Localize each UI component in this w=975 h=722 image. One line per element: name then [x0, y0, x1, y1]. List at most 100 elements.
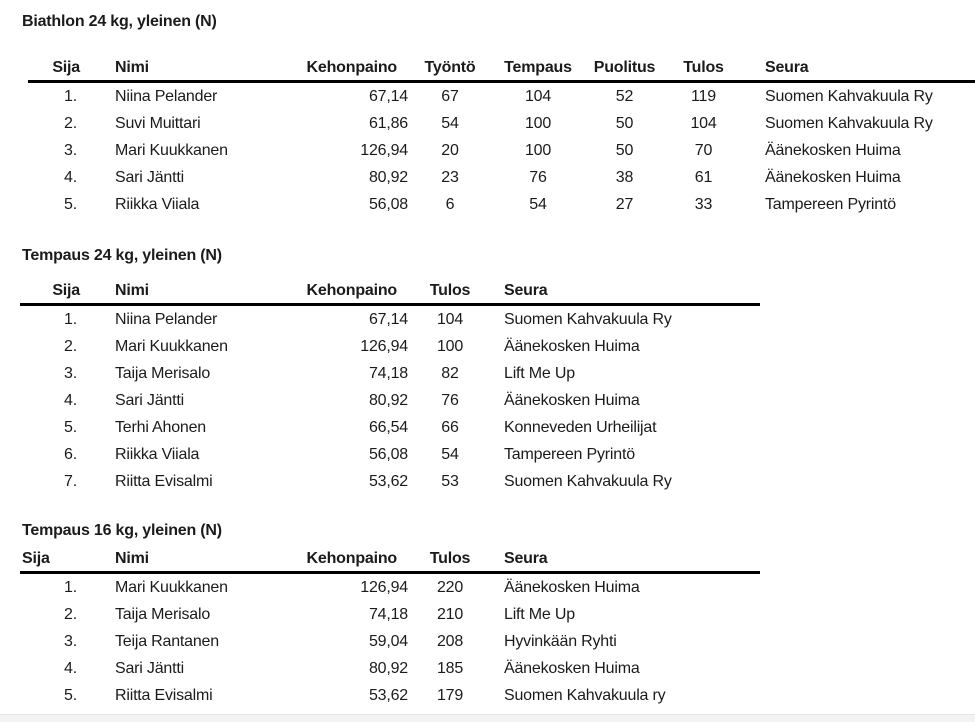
cell-tulos: 104	[436, 310, 464, 328]
cell-nimi: Sari Jäntti	[115, 168, 184, 186]
cell-seura: Äänekosken Huima	[765, 141, 901, 159]
cell-seura: Äänekosken Huima	[504, 578, 640, 596]
table-row: 3. Taija Merisalo 74,18 82 Lift Me Up	[20, 360, 760, 387]
table-row: 6. Riikka Viiala 56,08 54 Tampereen Pyrintö	[20, 441, 760, 468]
cell-kehonpaino: 126,94	[360, 578, 408, 596]
cell-seura: Suomen Kahvakuula ry	[504, 686, 666, 704]
cell-seura: Lift Me Up	[504, 605, 575, 623]
tempaus-16kg-section: Tempaus 16 kg, yleinen (N) Sija Nimi Keh…	[0, 521, 975, 709]
column-header-kehonpaino: Kehonpaino	[306, 282, 398, 299]
cell-tempaus: 100	[524, 141, 552, 159]
cell-kehonpaino: 59,04	[368, 632, 408, 650]
results-table-biathlon-24kg: Sija Nimi Kehonpaino Työntö Tempaus Puol…	[28, 56, 975, 218]
header-row: Sija Nimi Kehonpaino Työntö Tempaus Puol…	[28, 56, 975, 82]
cell-sija: 2.	[64, 337, 77, 355]
cell-kehonpaino: 67,14	[368, 310, 408, 328]
cell-kehonpaino: 74,18	[368, 605, 408, 623]
cell-tulos: 70	[694, 141, 713, 159]
table-row: 2. Mari Kuukkanen 126,94 100 Äänekosken Huim…	[20, 333, 760, 360]
cell-kehonpaino: 53,62	[368, 686, 408, 704]
cell-sija: 3.	[64, 364, 77, 382]
cell-seura: Äänekosken Huima	[504, 391, 640, 409]
cell-nimi: Riikka Viiala	[115, 445, 200, 463]
cell-kehonpaino: 74,18	[368, 364, 408, 382]
column-header-nimi: Nimi	[115, 282, 149, 299]
cell-seura: Äänekosken Huima	[765, 168, 901, 186]
cell-kehonpaino: 80,92	[368, 659, 408, 677]
cell-tulos: 104	[690, 114, 717, 132]
table-row: 1. Niina Pelander 67,14 67 104 52 119 Suomen Ka…	[28, 82, 975, 111]
cell-seura: Suomen Kahvakuula Ry	[765, 114, 933, 132]
cell-kehonpaino: 61,86	[368, 114, 408, 132]
column-header-seura: Seura	[504, 550, 548, 567]
cell-tulos: 66	[441, 418, 459, 436]
column-header-seura: Seura	[504, 282, 548, 299]
column-header-seura: Seura	[765, 59, 809, 76]
cell-sija: 5.	[64, 686, 77, 704]
cell-tulos: 33	[694, 195, 713, 213]
column-header-puolitus: Puolitus	[593, 59, 656, 76]
cell-puolitus: 50	[615, 141, 634, 159]
column-header-sija: Sija	[52, 282, 80, 299]
cell-tempaus: 54	[529, 195, 547, 213]
cell-tulos: 185	[436, 659, 464, 677]
table-row: 5. Terhi Ahonen 66,54 66 Konneveden Urheilij…	[20, 414, 760, 441]
cell-nimi: Mari Kuukkanen	[115, 578, 228, 596]
cell-tulos: 100	[436, 337, 464, 355]
cell-seura: Suomen Kahvakuula Ry	[504, 472, 672, 490]
cell-kehonpaino: 53,62	[368, 472, 408, 490]
cell-kehonpaino: 126,94	[360, 141, 408, 159]
results-table-tempaus-24kg: Sija Nimi Kehonpaino Tulos Seura 1. Niina…	[20, 279, 760, 495]
cell-sija: 2.	[64, 114, 77, 132]
cell-puolitus: 38	[615, 168, 634, 186]
cell-nimi: Taija Merisalo	[115, 364, 211, 382]
table-title-tempaus-24kg: Tempaus 24 kg, yleinen (N)	[22, 247, 222, 264]
cell-tempaus: 100	[524, 114, 552, 132]
column-header-sija: Sija	[22, 550, 50, 567]
table-row: 7. Riitta Evisalmi 53,62 53 Suomen Kahvakuul…	[20, 468, 760, 495]
cell-nimi: Terhi Ahonen	[115, 418, 207, 436]
cell-tulos: 119	[691, 87, 716, 105]
cell-seura: Tampereen Pyrintö	[504, 445, 635, 463]
cell-puolitus: 50	[615, 114, 634, 132]
header-row: Sija Nimi Kehonpaino Tulos Seura	[20, 547, 760, 573]
cell-sija: 4.	[64, 391, 77, 409]
cell-nimi: Suvi Muittari	[115, 114, 201, 132]
cell-tyonto: 54	[441, 114, 459, 132]
cell-nimi: Mari Kuukkanen	[115, 141, 228, 159]
cell-kehonpaino: 80,92	[368, 168, 408, 186]
column-header-tempaus: Tempaus	[504, 59, 572, 76]
page-bottom-edge	[0, 714, 975, 722]
cell-seura: Suomen Kahvakuula Ry	[765, 87, 933, 105]
column-header-nimi: Nimi	[115, 59, 149, 76]
cell-seura: Suomen Kahvakuula Ry	[504, 310, 672, 328]
cell-sija: 4.	[64, 659, 77, 677]
header-row: Sija Nimi Kehonpaino Tulos Seura	[20, 279, 760, 305]
column-header-tyonto: Työntö	[424, 59, 476, 76]
column-header-tulos: Tulos	[683, 59, 724, 76]
cell-puolitus: 52	[615, 87, 634, 105]
cell-seura: Hyvinkään Ryhti	[504, 632, 617, 650]
cell-sija: 7.	[64, 472, 77, 490]
cell-seura: Tampereen Pyrintö	[765, 195, 896, 213]
table-row: 3. Mari Kuukkanen 126,94 20 100 50 70 Äänekoske…	[28, 137, 975, 164]
table-row: 4. Sari Jäntti 80,92 185 Äänekosken Huima	[20, 655, 760, 682]
cell-nimi: Sari Jäntti	[115, 659, 184, 677]
table-title-biathlon-24kg: Biathlon 24 kg, yleinen (N)	[22, 13, 217, 30]
cell-seura: Konneveden Urheilijat	[504, 418, 657, 436]
cell-sija: 1.	[64, 87, 77, 105]
table-body: 1. Mari Kuukkanen 126,94 220 Äänekosken Huim…	[20, 573, 760, 710]
column-header-tulos: Tulos	[429, 282, 471, 299]
table-row: 2. Taija Merisalo 74,18 210 Lift Me Up	[20, 601, 760, 628]
cell-seura: Äänekosken Huima	[504, 659, 640, 677]
cell-tulos: 179	[436, 686, 464, 704]
cell-sija: 6.	[64, 445, 77, 463]
cell-tempaus: 76	[529, 168, 547, 186]
cell-kehonpaino: 66,54	[368, 418, 408, 436]
cell-tulos: 61	[694, 168, 713, 186]
cell-tulos: 208	[436, 632, 464, 650]
cell-nimi: Riitta Evisalmi	[115, 686, 213, 704]
cell-seura: Äänekosken Huima	[504, 337, 640, 355]
cell-nimi: Niina Pelander	[115, 310, 218, 328]
table-row: 1. Mari Kuukkanen 126,94 220 Äänekosken Huim…	[20, 573, 760, 602]
